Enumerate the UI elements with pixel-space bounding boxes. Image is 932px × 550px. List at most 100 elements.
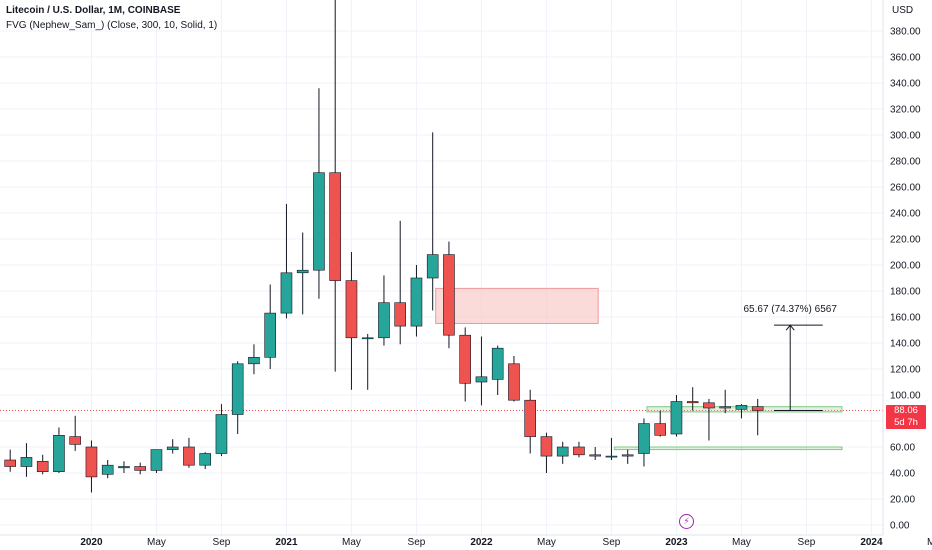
time-tick-label: May — [147, 537, 166, 548]
bullish-candle-body — [166, 446, 179, 450]
bearish-candle-body — [719, 406, 732, 409]
time-tick-label: 2023 — [665, 537, 688, 548]
candles — [4, 0, 764, 493]
bearish-candle-body — [183, 446, 195, 466]
candle — [605, 437, 618, 460]
price-tick-label: 60.00 — [890, 443, 915, 454]
candle — [491, 345, 504, 395]
bullish-candle-body — [101, 464, 114, 475]
bullish-candle-body — [215, 414, 228, 454]
bullish-candle-body — [638, 423, 650, 454]
candle — [508, 356, 520, 402]
candle — [524, 389, 537, 454]
price-tick-label: 20.00 — [890, 495, 915, 506]
bullish-candle-body — [264, 312, 277, 358]
price-tick-label: 100.00 — [890, 391, 921, 402]
time-tick-label: May — [732, 537, 751, 548]
candle — [264, 284, 277, 369]
bearish-candle-body — [589, 454, 602, 457]
candle — [556, 441, 569, 464]
candle — [361, 333, 374, 390]
candle — [248, 344, 260, 375]
candle — [280, 203, 293, 319]
candle — [426, 132, 439, 311]
price-tick-label: 280.00 — [890, 157, 921, 168]
candle — [638, 418, 650, 467]
bearish-candle-body — [459, 334, 472, 384]
candle — [410, 265, 423, 337]
bullish-candle-body — [491, 347, 504, 380]
chart-grid — [0, 0, 883, 535]
bullish-candle-body — [426, 254, 439, 279]
bearish-candle-body — [36, 460, 49, 472]
price-tick-label: 220.00 — [890, 235, 921, 246]
bearish-candle-body — [134, 466, 146, 471]
candle — [394, 220, 407, 345]
candle — [735, 404, 748, 419]
bearish-candle-body — [4, 459, 16, 467]
price-tick-label: 320.00 — [890, 105, 921, 116]
lightning-icon[interactable]: ⚡ — [679, 514, 694, 529]
last-price-value: 88.06 — [894, 405, 918, 416]
bullish-candle-body — [150, 449, 163, 471]
chart-title[interactable]: Litecoin / U.S. Dollar, 1M, COINBASE — [6, 5, 181, 16]
bearish-candle-body — [69, 436, 81, 445]
bearish-candle-body — [85, 446, 98, 478]
bullish-candle-body — [231, 363, 244, 415]
bearish-candle-body — [686, 401, 699, 404]
candle — [69, 415, 81, 451]
bullish-candle-body — [53, 434, 65, 472]
bullish-candle-body — [313, 172, 325, 271]
price-tick-label: 340.00 — [890, 79, 921, 90]
indicator-legend[interactable]: FVG (Nephew_Sam_) (Close, 300, 10, Solid… — [6, 20, 218, 31]
candle — [166, 439, 179, 454]
candle — [540, 432, 553, 473]
time-tick-label: Sep — [798, 537, 816, 548]
time-tick-label: 2020 — [80, 537, 103, 548]
candle — [150, 449, 163, 473]
candle — [53, 427, 65, 473]
candle — [36, 454, 49, 475]
bearish-candle-body — [703, 402, 715, 409]
currency-label[interactable]: USD — [892, 5, 914, 16]
time-tick-label: 2022 — [470, 537, 493, 548]
measure-tool: 65.67 (74.37%) 6567 — [743, 304, 837, 412]
bullish-candle-body — [296, 269, 309, 274]
bullish-candle-body — [556, 446, 569, 457]
time-tick-label: Sep — [213, 537, 231, 548]
bullish-fvg-zone — [613, 446, 843, 451]
price-tick-label: 120.00 — [890, 365, 921, 376]
time-tick-label: Sep — [408, 537, 426, 548]
candle — [345, 252, 358, 390]
bullish-candle-body — [621, 454, 634, 457]
candle — [654, 410, 667, 437]
time-axis: 2020 May Sep 2021 May Sep 2022 May Sep 2023 May Sep… — [0, 534, 932, 548]
bearish-candle-body — [524, 399, 537, 437]
bullish-candle-body — [199, 453, 211, 466]
candle — [183, 437, 195, 468]
bearish-candle-body — [751, 406, 764, 411]
candle — [670, 395, 683, 437]
candle — [686, 387, 699, 411]
price-tick-label: 240.00 — [890, 209, 921, 220]
candle — [751, 398, 764, 436]
candle — [573, 441, 585, 458]
candle — [621, 449, 634, 464]
measure-arrow-head — [785, 324, 795, 331]
bullish-candle-body — [670, 401, 683, 435]
bearish-candle-body — [654, 423, 667, 436]
price-tick-label: 300.00 — [890, 131, 921, 142]
candle — [101, 460, 114, 479]
price-tick-label: 380.00 — [890, 27, 921, 38]
time-tick-label: May — [927, 537, 932, 548]
price-tick-label: 200.00 — [890, 261, 921, 272]
candle — [313, 88, 325, 299]
time-tick-label: May — [537, 537, 556, 548]
price-tick-label: 160.00 — [890, 313, 921, 324]
candle — [85, 440, 98, 493]
time-tick-label: 2021 — [275, 537, 298, 548]
candle — [199, 452, 211, 470]
bearish-candle-body — [508, 363, 520, 401]
bullish-candle-body — [378, 302, 390, 339]
